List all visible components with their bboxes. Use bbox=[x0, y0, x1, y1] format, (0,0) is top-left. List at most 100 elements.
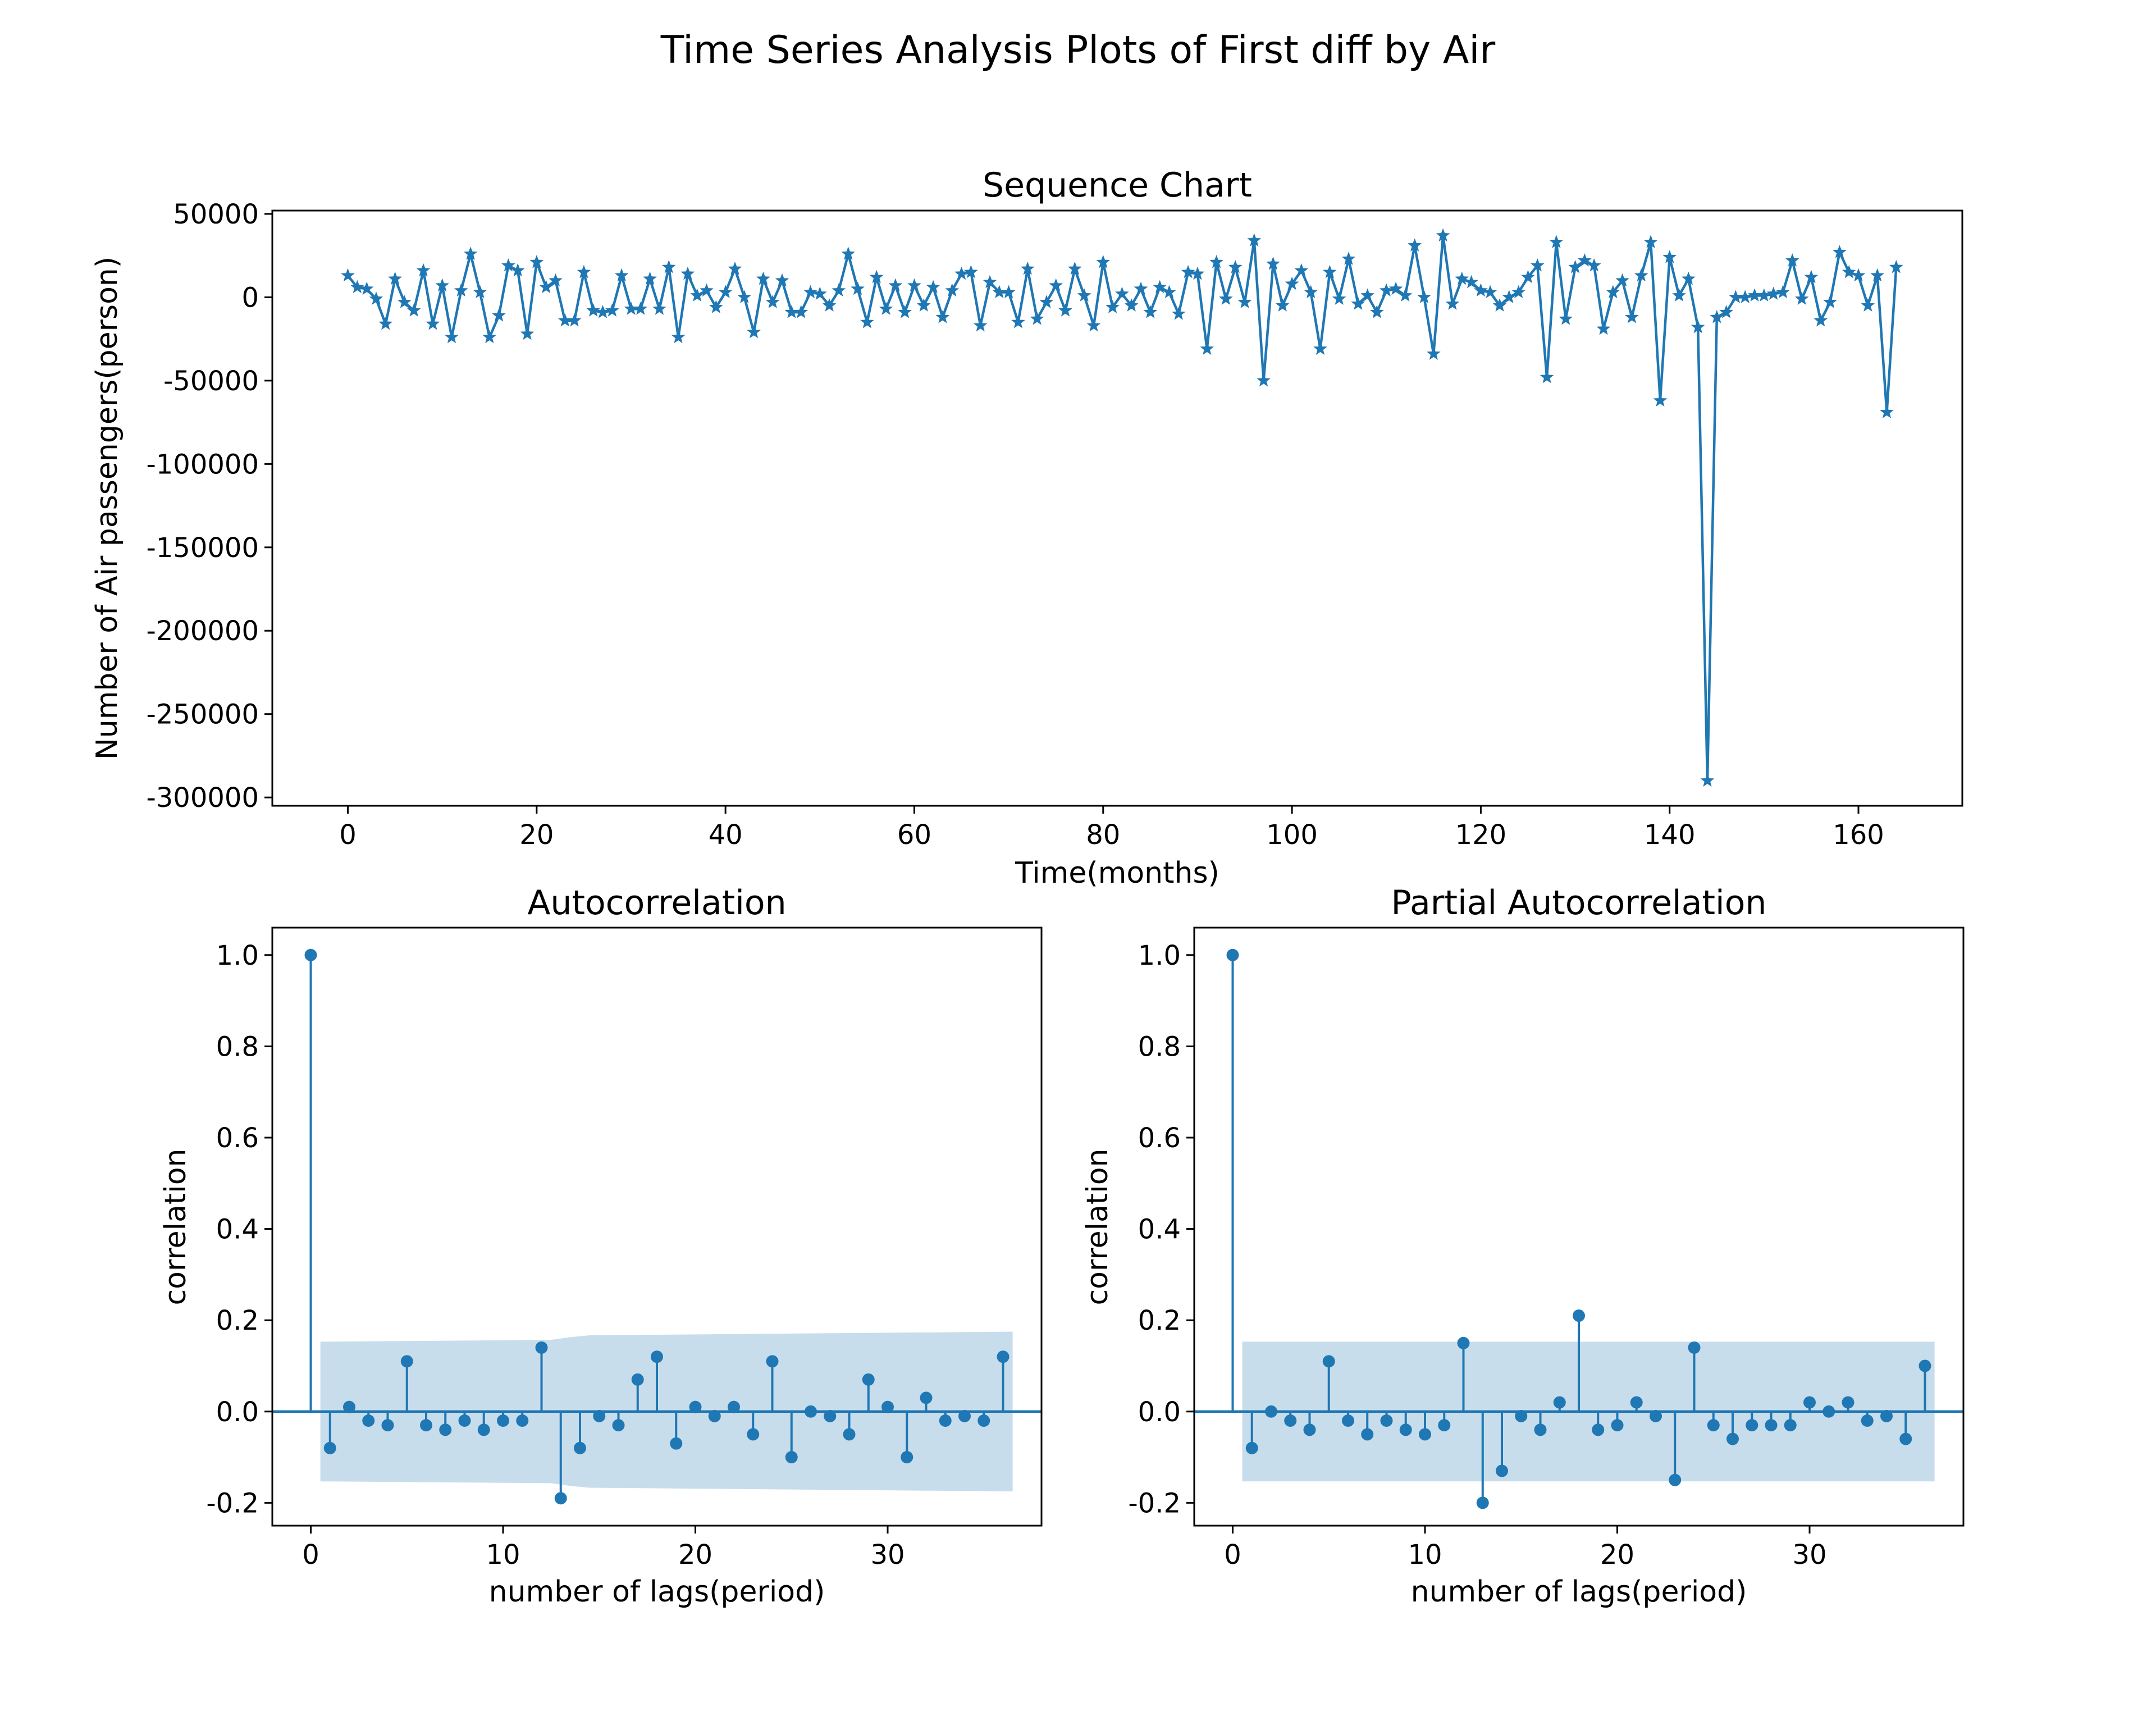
acf-stem-marker bbox=[843, 1428, 856, 1441]
acf-stem-marker bbox=[651, 1350, 663, 1363]
pacf-stem-marker bbox=[1803, 1396, 1816, 1409]
sequence-point bbox=[1833, 245, 1847, 258]
acf-stem-marker bbox=[728, 1400, 740, 1413]
sequence-point bbox=[614, 268, 629, 282]
sequence-point bbox=[501, 258, 515, 272]
sequence-point bbox=[1502, 290, 1516, 303]
sequence-point bbox=[926, 280, 940, 294]
sequence-point bbox=[1587, 258, 1601, 272]
sequence-point bbox=[954, 266, 969, 280]
sequence-point bbox=[1039, 295, 1054, 308]
sequence-chart-title: Sequence Chart bbox=[983, 166, 1252, 205]
pacf-stem-marker bbox=[1919, 1359, 1931, 1372]
sequence-plot-area bbox=[341, 228, 1903, 787]
sequence-axes-frame bbox=[271, 209, 1963, 807]
sequence-point bbox=[1625, 310, 1639, 323]
acf-stem-marker bbox=[477, 1423, 490, 1436]
sequence-point bbox=[1011, 314, 1025, 328]
sequence-point bbox=[510, 263, 525, 277]
sequence-point bbox=[605, 303, 619, 317]
sequence-x-tick-label: 100 bbox=[1266, 819, 1318, 851]
sequence-point bbox=[1842, 264, 1856, 279]
sequence-point bbox=[1483, 285, 1497, 298]
pacf-stem-marker bbox=[1476, 1496, 1489, 1509]
sequence-point bbox=[492, 308, 506, 322]
sequence-point bbox=[916, 298, 931, 312]
acf-x-label: number of lags(period) bbox=[489, 1575, 825, 1609]
sequence-point bbox=[765, 295, 780, 308]
pacf-stem-marker bbox=[1765, 1419, 1778, 1432]
acf-y-tick-label: -0.2 bbox=[206, 1487, 259, 1519]
acf-y-tick-label: 1.0 bbox=[216, 940, 259, 971]
sequence-x-tick-label: 40 bbox=[709, 819, 743, 851]
sequence-point bbox=[596, 305, 610, 318]
sequence-point bbox=[1776, 285, 1790, 298]
sequence-point bbox=[558, 313, 572, 327]
sequence-point bbox=[1266, 257, 1280, 270]
sequence-point bbox=[1794, 291, 1809, 305]
sequence-point bbox=[1209, 255, 1223, 268]
sequence-point bbox=[1436, 228, 1450, 242]
sequence-point bbox=[1058, 303, 1072, 317]
sequence-y-tick-label: -200000 bbox=[146, 615, 259, 647]
sequence-point bbox=[879, 302, 893, 315]
sequence-point bbox=[1360, 288, 1374, 302]
acf-stem-marker bbox=[593, 1409, 606, 1422]
sequence-point bbox=[1294, 263, 1309, 277]
pacf-x-ticks: 0 10 20 30 bbox=[1224, 1526, 1827, 1571]
acf-stem-marker bbox=[362, 1414, 375, 1427]
acf-x-tick-label: 20 bbox=[678, 1539, 712, 1571]
acf-stem-marker bbox=[958, 1409, 971, 1422]
acf-stem-marker bbox=[574, 1441, 586, 1454]
sequence-point bbox=[1388, 281, 1403, 295]
sequence-point bbox=[586, 303, 601, 317]
pacf-stem-marker bbox=[1611, 1419, 1624, 1432]
pacf-stem-marker bbox=[1265, 1405, 1277, 1418]
sequence-point bbox=[359, 281, 374, 295]
sequence-point bbox=[1049, 278, 1063, 292]
sequence-point bbox=[1257, 373, 1271, 387]
sequence-x-tick-label: 120 bbox=[1455, 819, 1507, 851]
sequence-point bbox=[756, 271, 770, 285]
pacf-y-tick-label: 0.2 bbox=[1138, 1305, 1181, 1336]
sequence-point bbox=[643, 271, 657, 285]
sequence-point bbox=[992, 285, 1007, 298]
pacf-stem-marker bbox=[1226, 948, 1239, 961]
pacf-stem-marker bbox=[1630, 1396, 1643, 1409]
acf-stem-marker bbox=[497, 1414, 509, 1427]
acf-stem-marker bbox=[708, 1409, 721, 1422]
sequence-point bbox=[1181, 264, 1195, 279]
acf-y-tick-label: 0.4 bbox=[216, 1214, 259, 1245]
sequence-point bbox=[1738, 290, 1752, 303]
sequence-point bbox=[860, 314, 874, 328]
sequence-point bbox=[1474, 283, 1488, 296]
acf-y-tick-label: 0.6 bbox=[216, 1122, 259, 1154]
pacf-x-tick-label: 0 bbox=[1224, 1539, 1241, 1571]
sequence-point bbox=[1861, 298, 1875, 312]
acf-stem-marker bbox=[304, 948, 317, 961]
acf-x-tick-label: 30 bbox=[870, 1539, 905, 1571]
pacf-stem-marker bbox=[1457, 1336, 1470, 1349]
sequence-point bbox=[1171, 307, 1186, 320]
pacf-stem-marker bbox=[1303, 1423, 1316, 1436]
sequence-point bbox=[1578, 253, 1592, 267]
sequence-point bbox=[1068, 261, 1082, 275]
sequence-point bbox=[822, 298, 837, 312]
sequence-point bbox=[973, 318, 988, 332]
pacf-stem-marker bbox=[1842, 1396, 1854, 1409]
sequence-point bbox=[1511, 285, 1525, 298]
sequence-point bbox=[1427, 346, 1441, 360]
pacf-stem-marker bbox=[1515, 1409, 1528, 1422]
sequence-x-tick-label: 160 bbox=[1833, 819, 1884, 851]
sequence-point bbox=[964, 264, 978, 279]
pacf-x-tick-label: 20 bbox=[1600, 1539, 1634, 1571]
acf-stem-marker bbox=[400, 1355, 413, 1368]
sequence-point bbox=[1332, 291, 1346, 305]
pacf-x-tick-label: 10 bbox=[1408, 1539, 1442, 1571]
pacf-x-tick-label: 30 bbox=[1792, 1539, 1826, 1571]
sequence-point bbox=[1134, 281, 1148, 295]
sequence-y-label: Number of Air passengers(person) bbox=[90, 257, 124, 760]
sequence-point bbox=[1228, 260, 1243, 273]
sequence-point bbox=[1823, 295, 1837, 308]
sequence-point bbox=[1606, 285, 1620, 298]
